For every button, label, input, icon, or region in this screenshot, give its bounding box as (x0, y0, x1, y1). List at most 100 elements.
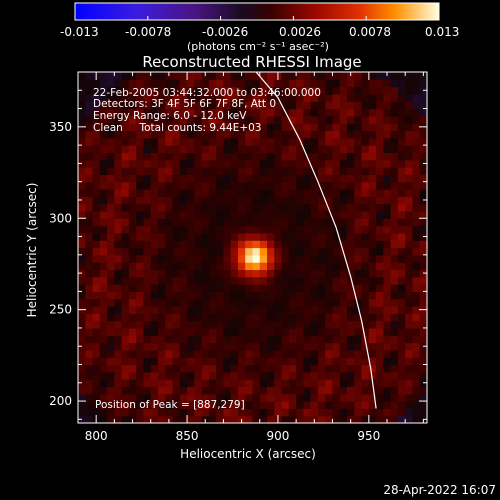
heatmap-cell (339, 196, 348, 205)
heatmap-cell (92, 115, 101, 124)
heatmap-cell (310, 349, 319, 358)
heatmap-cell (107, 320, 115, 329)
heatmap-cell (187, 115, 195, 124)
heatmap-cell (150, 291, 159, 300)
heatmap-cell (405, 130, 414, 139)
heatmap-cell (361, 101, 370, 110)
heatmap-cell (267, 181, 275, 190)
heatmap-cell (128, 93, 137, 102)
heatmap-cell (267, 218, 275, 227)
heatmap-cell (317, 123, 326, 132)
heatmap-cell (354, 262, 363, 271)
heatmap-cell (128, 115, 137, 124)
heatmap-cell (150, 379, 159, 388)
heatmap-cell (383, 240, 392, 249)
heatmap-cell (157, 327, 166, 336)
heatmap-cell (179, 137, 188, 146)
heatmap-cell (274, 276, 283, 285)
heatmap-cell (412, 210, 421, 219)
heatmap-cell (223, 262, 232, 271)
heatmap-cell (288, 93, 297, 102)
heatmap-cell (259, 86, 268, 95)
heatmap-cell (296, 342, 304, 351)
heatmap-cell (332, 335, 341, 344)
heatmap-cell (354, 247, 363, 256)
heatmap-cell (208, 401, 217, 409)
heatmap-cell (157, 152, 166, 161)
heatmap-cell (114, 108, 123, 117)
heatmap-cell (317, 152, 326, 161)
heatmap-cell (405, 145, 414, 154)
heatmap-cell (325, 364, 334, 373)
heatmap-cell (157, 123, 166, 132)
heatmap-cell (194, 72, 203, 80)
heatmap-cell (405, 218, 414, 227)
heatmap-cell (136, 386, 145, 395)
heatmap-cell (274, 247, 283, 256)
heatmap-cell (405, 86, 414, 95)
heatmap-cell (281, 225, 290, 234)
heatmap-cell (179, 313, 188, 322)
heatmap-cell (317, 108, 326, 117)
heatmap-cell (150, 240, 159, 249)
heatmap-cell (361, 115, 370, 124)
heatmap-cell (390, 349, 399, 358)
heatmap-cell (208, 101, 217, 110)
heatmap-cell (332, 349, 341, 358)
heatmap-cell (237, 254, 246, 263)
heatmap-cell (216, 72, 225, 80)
heatmap-cell (208, 357, 217, 366)
heatmap-cell (361, 320, 370, 329)
heatmap-cell (114, 306, 123, 314)
heatmap-cell (354, 93, 363, 102)
heatmap-cell (412, 93, 421, 102)
heatmap-cell (368, 335, 377, 344)
heatmap-cell (128, 306, 137, 314)
heatmap-cell (187, 335, 195, 344)
heatmap-cell (201, 327, 210, 336)
heatmap-cell (368, 306, 377, 314)
heatmap-cell (332, 159, 341, 168)
heatmap-cell (128, 159, 137, 168)
heatmap-cell (296, 393, 304, 402)
heatmap-cell (347, 364, 355, 373)
heatmap-cell (252, 167, 261, 175)
heatmap-cell (114, 254, 123, 263)
heatmap-cell (99, 386, 108, 395)
heatmap-cell (354, 291, 363, 300)
heatmap-cell (259, 145, 268, 154)
heatmap-cell (92, 218, 101, 227)
peak-position-label: Position of Peak = [887,279] (95, 399, 245, 411)
heatmap-cell (157, 349, 166, 358)
heatmap-cell (390, 269, 399, 278)
heatmap-cell (288, 218, 297, 227)
heatmap-cell (230, 357, 239, 366)
heatmap-cell (92, 79, 101, 88)
heatmap-cell (172, 247, 181, 256)
heatmap-cell (397, 320, 406, 329)
heatmap-cell (208, 225, 217, 234)
heatmap-cell (267, 298, 275, 307)
heatmap-cell (368, 159, 377, 168)
heatmap-cell (179, 196, 188, 205)
heatmap-cell (194, 342, 203, 351)
heatmap-cell (368, 276, 377, 285)
heatmap-cell (179, 269, 188, 278)
heatmap-cell (179, 86, 188, 95)
heatmap-cell (412, 262, 421, 271)
heatmap-cell (230, 130, 239, 139)
heatmap-cell (121, 203, 130, 212)
heatmap-cell (252, 196, 261, 205)
heatmap-cell (339, 284, 348, 292)
heatmap-cell (128, 349, 137, 358)
heatmap-cell (303, 225, 312, 234)
heatmap-cell (368, 408, 377, 417)
heatmap-cell (354, 181, 363, 190)
heatmap-cell (143, 306, 152, 314)
heatmap-cell (85, 108, 94, 117)
heatmap-cell (361, 108, 370, 117)
heatmap-cell (376, 276, 384, 285)
heatmap-cell (296, 247, 304, 256)
heatmap-cell (216, 415, 225, 423)
heatmap-cell (383, 284, 392, 292)
